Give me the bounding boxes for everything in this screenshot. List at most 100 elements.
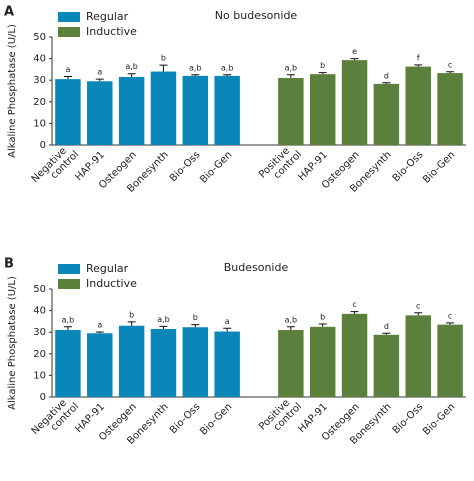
error-bar bbox=[382, 82, 391, 84]
bar bbox=[405, 315, 431, 397]
error-bar bbox=[191, 74, 200, 76]
error-bar bbox=[382, 332, 391, 335]
error-bar bbox=[159, 325, 168, 329]
x-tick-label: Bio-Gen bbox=[421, 149, 457, 185]
bar bbox=[437, 73, 463, 145]
bar bbox=[118, 76, 145, 145]
significance-letter: a,b bbox=[221, 63, 234, 72]
y-tick-label: 0 bbox=[40, 140, 46, 151]
significance-letter: d bbox=[384, 71, 389, 80]
significance-letter: b bbox=[129, 310, 134, 319]
y-tick-label: 50 bbox=[33, 32, 46, 43]
bar bbox=[278, 78, 304, 145]
error-bar bbox=[446, 322, 455, 325]
bar bbox=[341, 313, 368, 397]
significance-letter: c bbox=[352, 300, 356, 309]
legend-label: Regular bbox=[86, 10, 129, 23]
error-bar bbox=[350, 311, 359, 314]
error-bar bbox=[446, 71, 455, 74]
significance-letter: a bbox=[97, 68, 102, 77]
panel: A No budesonide Alkaline Phosphatase (U/L)… bbox=[4, 5, 466, 195]
legend-swatch bbox=[58, 264, 80, 274]
error-bar bbox=[350, 58, 359, 61]
y-tick-label: 50 bbox=[33, 284, 46, 295]
bar bbox=[373, 83, 400, 145]
x-tick-label: Positive control bbox=[257, 393, 304, 440]
bar bbox=[55, 330, 81, 397]
bar bbox=[118, 325, 145, 397]
bar bbox=[150, 328, 177, 397]
bar bbox=[341, 60, 368, 145]
error-bar bbox=[223, 327, 232, 332]
legend-swatch bbox=[58, 279, 80, 289]
y-tick-label: 40 bbox=[33, 54, 46, 65]
y-tick-label: 30 bbox=[33, 75, 46, 86]
significance-letter: d bbox=[384, 322, 389, 331]
error-bar bbox=[318, 72, 327, 75]
bar bbox=[214, 331, 240, 397]
significance-letter: b bbox=[193, 313, 198, 322]
y-axis-label: Alkaline Phosphatase (U/L) bbox=[7, 276, 18, 410]
y-tick-label: 40 bbox=[33, 306, 46, 317]
bar bbox=[278, 330, 304, 397]
x-tick-label: Bio-Gen bbox=[198, 149, 234, 185]
error-bar bbox=[286, 74, 295, 79]
significance-letter: a bbox=[97, 320, 102, 329]
bar bbox=[55, 79, 81, 145]
significance-letter: b bbox=[320, 61, 325, 70]
significance-letter: a bbox=[225, 317, 230, 326]
x-tick-label: Bio-Gen bbox=[421, 401, 457, 437]
significance-letter: e bbox=[352, 47, 357, 56]
error-bar bbox=[63, 76, 72, 80]
bar bbox=[150, 71, 177, 145]
legend-label: Inductive bbox=[86, 25, 137, 38]
error-bar bbox=[286, 326, 295, 331]
legend-swatch bbox=[58, 12, 80, 22]
significance-letter: c bbox=[416, 301, 420, 310]
legend-label: Inductive bbox=[86, 277, 137, 290]
legend-label: Regular bbox=[86, 262, 129, 275]
error-bar bbox=[63, 326, 72, 331]
significance-letter: a,b bbox=[125, 62, 138, 71]
x-tick-label: Bio-Gen bbox=[198, 401, 234, 437]
bar bbox=[87, 333, 113, 397]
significance-letter: b bbox=[161, 54, 166, 63]
error-bar bbox=[159, 64, 168, 72]
significance-letter: a bbox=[65, 65, 70, 74]
bar bbox=[182, 75, 209, 145]
panel: B Budesonide Alkaline Phosphatase (U/L) 0 10… bbox=[4, 257, 466, 447]
significance-letter: a,b bbox=[157, 315, 170, 324]
significance-letter: f bbox=[417, 53, 420, 62]
chart-title: Budesonide bbox=[224, 261, 289, 274]
y-tick-label: 20 bbox=[33, 97, 46, 108]
error-bar bbox=[414, 312, 423, 316]
legend-swatch bbox=[58, 27, 80, 37]
x-tick-label: Negative control bbox=[30, 141, 82, 193]
significance-letter: a,b bbox=[62, 315, 75, 324]
significance-letter: a,b bbox=[285, 315, 298, 324]
significance-letter: b bbox=[320, 312, 325, 321]
panel-letter: B bbox=[4, 257, 14, 272]
x-tick-label: Bio-Oss bbox=[168, 401, 203, 436]
y-tick-label: 0 bbox=[40, 392, 46, 403]
significance-letter: c bbox=[448, 311, 452, 320]
bar bbox=[87, 81, 113, 145]
x-tick-label: Bio-Oss bbox=[391, 149, 426, 184]
bar bbox=[373, 334, 400, 397]
x-tick-label: Positive control bbox=[257, 141, 304, 188]
error-bar bbox=[95, 78, 104, 82]
error-bar bbox=[127, 321, 136, 326]
bar bbox=[214, 75, 240, 145]
error-bar bbox=[95, 331, 104, 334]
x-tick-label: Bio-Oss bbox=[391, 401, 426, 436]
error-bar bbox=[414, 64, 423, 67]
y-tick-label: 30 bbox=[33, 327, 46, 338]
bar bbox=[309, 326, 336, 397]
y-tick-label: 20 bbox=[33, 349, 46, 360]
bar bbox=[182, 327, 209, 397]
panel-letter: A bbox=[4, 5, 14, 20]
x-tick-label: Negative control bbox=[30, 393, 82, 445]
significance-letter: a,b bbox=[285, 63, 298, 72]
error-bar bbox=[223, 74, 232, 76]
